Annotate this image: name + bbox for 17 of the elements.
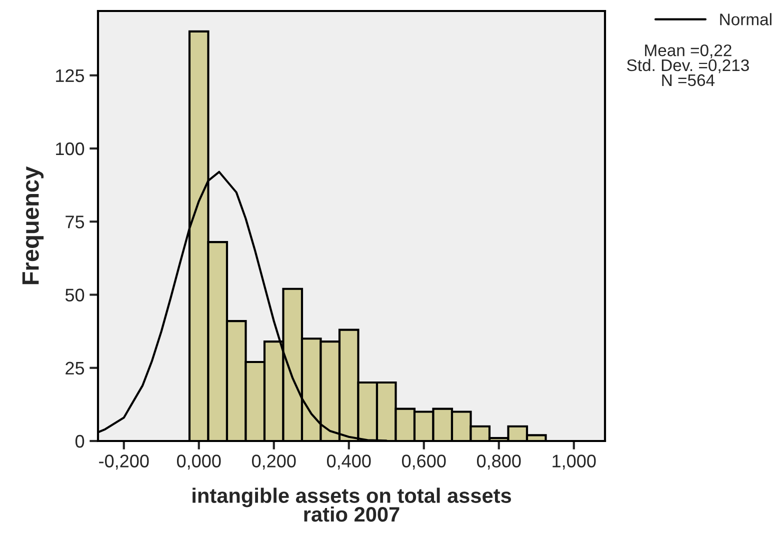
- x-axis-title: intangible assets on total assets ratio 2007: [192, 488, 512, 522]
- x-tick-label: -0,200: [99, 454, 149, 470]
- y-tick-label: 125: [56, 69, 84, 82]
- y-tick-label: 75: [66, 216, 84, 228]
- x-tick-label: 0,600: [402, 454, 446, 470]
- y-tick-label: 50: [65, 288, 84, 302]
- y-tick-label: 25: [66, 362, 84, 375]
- x-tick-label: 1,000: [552, 454, 596, 470]
- x-tick-label: 0,000: [176, 454, 221, 470]
- text: Mean =0,22 Std. Dev. =0,213 N =564: [627, 44, 749, 86]
- x-tick-label: 0,200: [252, 454, 296, 470]
- x-tick-label: 0,400: [326, 454, 371, 470]
- y-axis-title: Frequency: [22, 166, 44, 284]
- y-tick-label: 100: [56, 142, 84, 156]
- legend-label: Normal: [720, 13, 772, 26]
- x-tick-label: 0,800: [476, 454, 521, 470]
- y-tick-label: 0: [75, 434, 84, 448]
